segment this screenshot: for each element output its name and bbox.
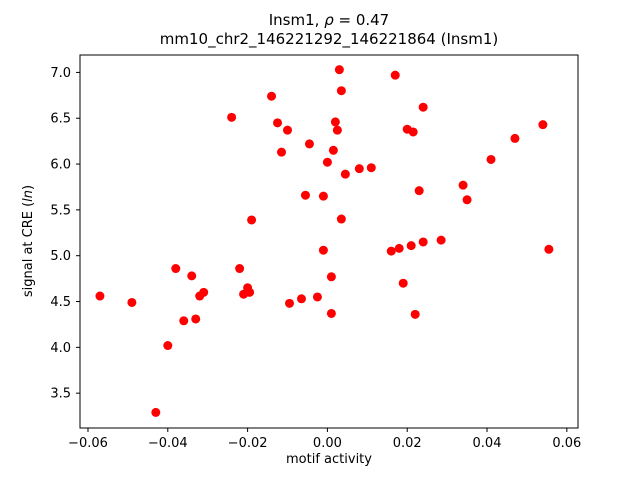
data-point — [326, 308, 336, 318]
y-tick-label: 5.0 — [50, 249, 71, 264]
data-point — [406, 241, 416, 251]
x-tick-label: 0.06 — [552, 436, 581, 451]
data-point — [227, 112, 237, 122]
x-tick-label: 0.00 — [313, 436, 342, 451]
data-point — [273, 118, 283, 128]
data-point — [538, 120, 548, 130]
data-point — [334, 65, 344, 75]
x-axis-label: motif activity — [286, 452, 372, 467]
data-point — [127, 297, 137, 307]
data-point — [462, 195, 472, 205]
data-point — [366, 163, 376, 173]
data-point — [398, 278, 408, 288]
data-point — [318, 191, 328, 201]
data-point — [418, 237, 428, 247]
y-tick-label: 7.0 — [50, 66, 71, 81]
data-point — [277, 147, 287, 157]
data-point — [245, 287, 255, 297]
chart-title-line1: Insm1, ρ = 0.47 — [269, 11, 389, 29]
data-point — [235, 264, 245, 274]
data-point — [247, 215, 257, 225]
data-point — [354, 164, 364, 174]
data-point — [95, 291, 105, 301]
data-point — [418, 102, 428, 112]
data-point — [486, 154, 496, 164]
data-point — [340, 169, 350, 179]
data-point — [163, 341, 173, 351]
data-point — [436, 235, 446, 245]
data-point — [191, 314, 201, 324]
data-point — [390, 70, 400, 80]
data-point — [386, 246, 396, 256]
data-point — [171, 264, 181, 274]
data-point — [179, 316, 189, 326]
y-tick-label: 6.5 — [50, 112, 71, 127]
data-point — [330, 117, 340, 127]
y-tick-label: 4.0 — [50, 341, 71, 356]
x-tick-label: 0.02 — [393, 436, 422, 451]
data-point — [300, 190, 310, 200]
data-point — [408, 127, 418, 137]
data-point — [326, 272, 336, 282]
axes-frame — [79, 54, 579, 429]
data-point — [187, 271, 197, 281]
data-point — [332, 125, 342, 135]
y-tick-label: 4.5 — [50, 295, 71, 310]
y-tick-label: 3.5 — [50, 387, 71, 402]
data-point — [544, 244, 554, 254]
data-point — [318, 245, 328, 255]
data-point — [312, 292, 322, 302]
data-point — [410, 309, 420, 319]
data-point — [283, 125, 292, 135]
data-point — [336, 214, 346, 224]
rho-symbol: ρ — [324, 11, 334, 29]
y-axis-ticks: 3.5 4.0 4.5 5.0 5.5 6.0 6.5 7.0 — [50, 66, 80, 402]
data-point — [510, 133, 520, 143]
y-tick-label: 6.0 — [50, 158, 71, 173]
data-point — [322, 157, 332, 167]
data-point — [267, 91, 277, 101]
data-point — [285, 298, 294, 308]
data-point — [336, 86, 346, 96]
x-tick-label: −0.02 — [228, 436, 268, 451]
y-tick-label: 5.5 — [50, 203, 71, 218]
x-tick-label: 0.04 — [473, 436, 502, 451]
data-point — [328, 145, 338, 155]
x-tick-label: −0.04 — [148, 436, 188, 451]
data-point — [296, 294, 306, 304]
data-point — [151, 407, 161, 417]
x-tick-label: −0.06 — [68, 436, 108, 451]
scatter-points — [95, 65, 554, 417]
data-point — [199, 287, 209, 297]
chart-title-line2: mm10_chr2_146221292_146221864 (Insm1) — [160, 30, 498, 49]
data-point — [458, 180, 468, 190]
x-axis-ticks: −0.06 −0.04 −0.02 0.00 0.02 0.04 0.06 — [68, 428, 581, 451]
data-point — [304, 139, 314, 149]
y-axis-label: signal at CRE (ln) — [21, 185, 36, 297]
data-point — [414, 186, 424, 196]
data-point — [394, 243, 404, 253]
